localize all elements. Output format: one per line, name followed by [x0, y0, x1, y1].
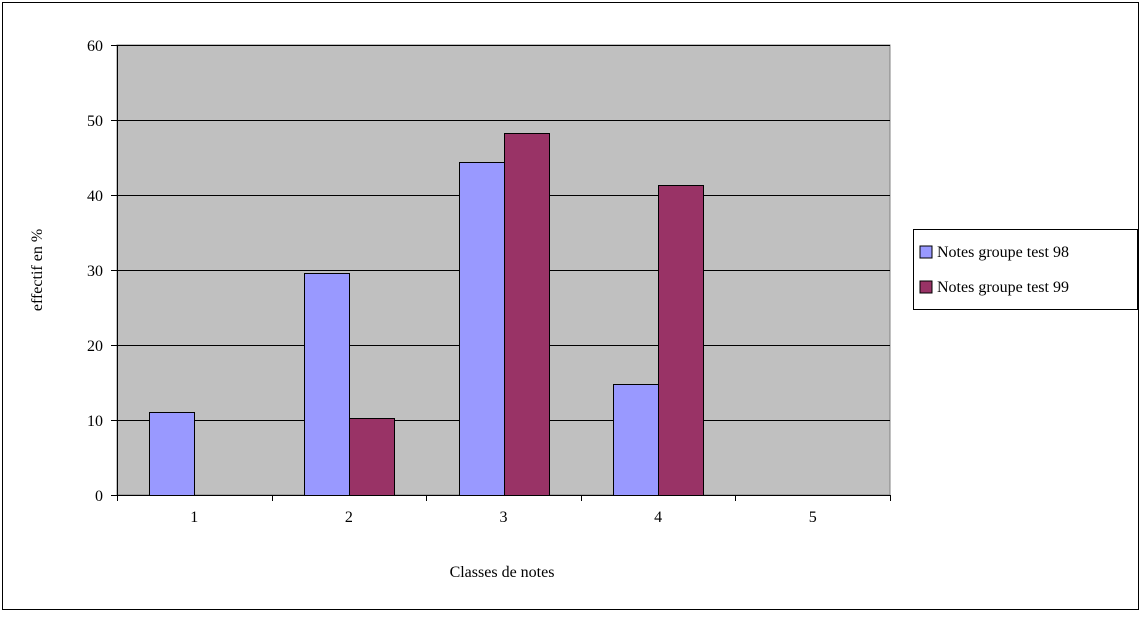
legend-box	[913, 229, 1138, 310]
bar-series-99-class-3	[504, 133, 550, 496]
legend-swatch-series-99	[919, 280, 933, 294]
x-axis-label: Classes de notes	[450, 564, 555, 581]
x-tick-label-5: 5	[809, 509, 817, 526]
x-tick-labels: 1 2 3 4 5	[190, 509, 816, 526]
y-tick-label-0: 0	[95, 488, 103, 505]
x-tick-label-2: 2	[345, 509, 353, 526]
y-axis-label: effectif en %	[29, 229, 46, 311]
bar-series-99-class-2	[349, 418, 395, 496]
y-tick-label-60: 60	[87, 38, 103, 55]
y-tick-label-10: 10	[87, 413, 103, 430]
y-tick-labels: 0 10 20 30 40 50 60	[87, 38, 103, 505]
bar-series-98-class-1	[149, 412, 195, 496]
y-tick-label-40: 40	[87, 188, 103, 205]
bar-series-98-class-4	[613, 384, 659, 496]
legend-label-series-98: Notes groupe test 98	[937, 244, 1069, 261]
y-tick-label-30: 30	[87, 263, 103, 280]
legend-label-series-99: Notes groupe test 99	[937, 279, 1069, 296]
y-tick-label-50: 50	[87, 113, 103, 130]
legend-swatch-series-98	[919, 245, 933, 259]
x-tick-label-1: 1	[190, 509, 198, 526]
bar-series-98-class-3	[459, 162, 505, 496]
bars	[149, 133, 704, 496]
bar-series-99-class-4	[658, 185, 704, 496]
x-tick-label-4: 4	[654, 509, 662, 526]
x-tick-label-3: 3	[500, 509, 508, 526]
y-tick-label-20: 20	[87, 338, 103, 355]
bar-series-98-class-2	[304, 273, 350, 496]
legend: Notes groupe test 98 Notes groupe test 9…	[913, 229, 1138, 310]
axes	[117, 45, 891, 501]
